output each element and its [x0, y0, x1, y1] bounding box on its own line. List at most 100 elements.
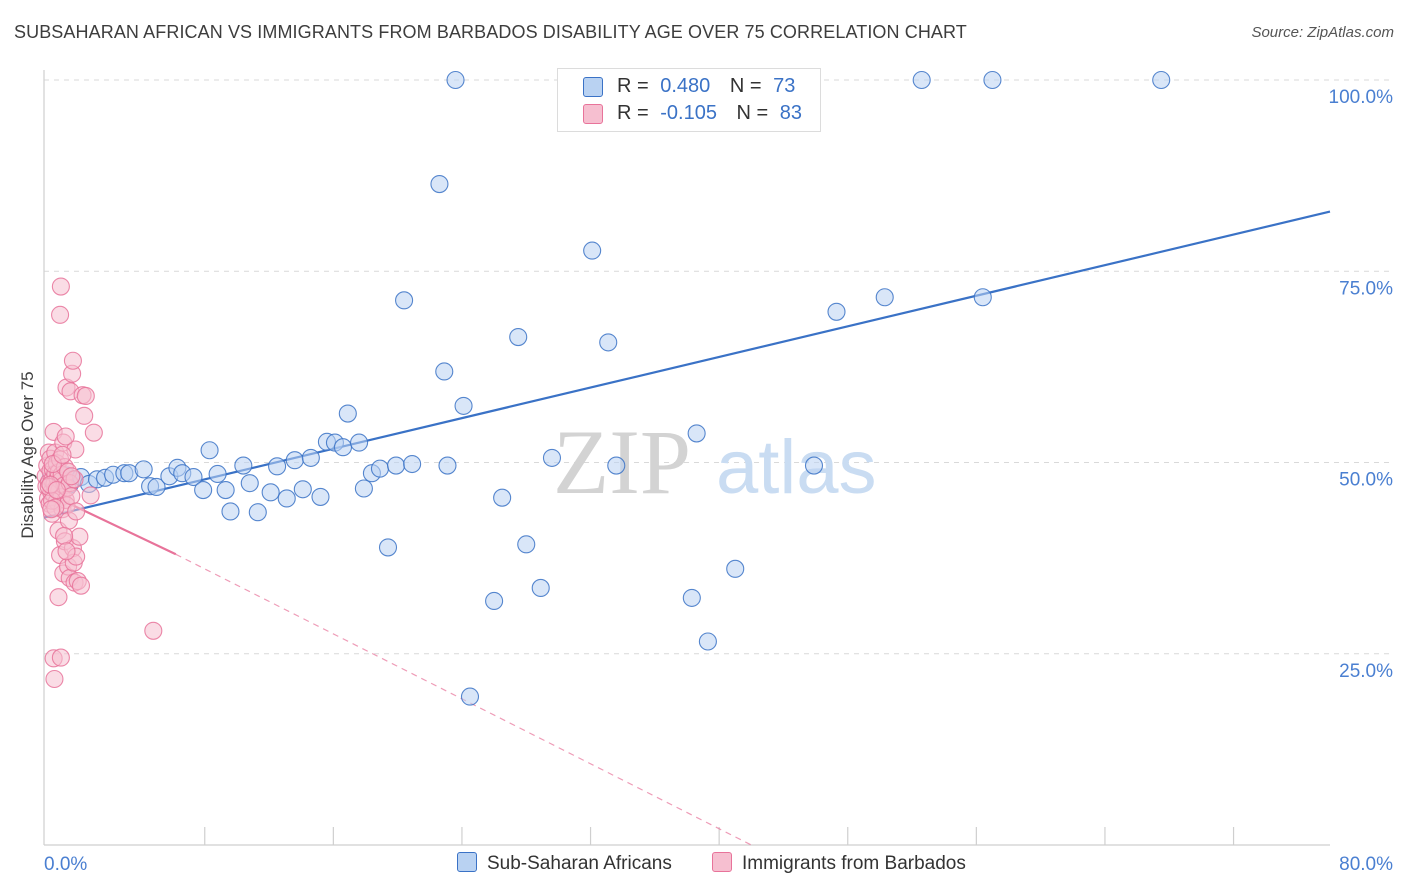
point-barbados [76, 386, 95, 405]
r-value: 0.480 [660, 75, 711, 97]
chart-source: Source: ZipAtlas.com [1251, 24, 1394, 41]
point-sub-saharan [583, 241, 602, 260]
point-sub-saharan [285, 451, 304, 470]
r-label: R = [617, 102, 649, 124]
y-tick-label: 50.0% [1339, 470, 1393, 491]
point-sub-saharan [386, 456, 406, 475]
point-barbados [51, 305, 70, 324]
legend-item-sub-saharan: Sub-Saharan Africans [457, 852, 672, 875]
n-label: N = [729, 75, 762, 97]
watermark-atlas: atlas [716, 425, 877, 510]
n-value: 73 [773, 75, 796, 97]
point-barbados [45, 669, 64, 689]
point-barbados [144, 621, 163, 640]
data-points [36, 70, 1171, 706]
point-barbados [56, 427, 75, 446]
point-sub-saharan [493, 488, 512, 507]
n-label: N = [736, 102, 769, 124]
point-sub-saharan [277, 489, 296, 508]
point-sub-saharan [973, 288, 992, 307]
point-sub-saharan [200, 441, 219, 460]
point-sub-saharan [454, 396, 473, 415]
point-sub-saharan [542, 448, 562, 467]
grid-lines [44, 79, 1393, 655]
point-barbados [53, 445, 72, 464]
point-sub-saharan [194, 480, 213, 500]
legend-swatch-blue [583, 77, 603, 97]
point-sub-saharan [804, 456, 824, 475]
point-sub-saharan [208, 464, 227, 484]
point-barbados [47, 480, 66, 500]
point-sub-saharan [370, 459, 390, 478]
point-barbados [57, 542, 76, 561]
legend-label-barbados: Immigrants from Barbados [742, 853, 966, 874]
x-axis-ticks [204, 827, 1235, 845]
point-sub-saharan [698, 632, 717, 651]
trend-lines [43, 210, 1331, 846]
legend-item-barbados: Immigrants from Barbados [712, 852, 966, 875]
point-sub-saharan [333, 438, 353, 457]
r-value: -0.105 [660, 102, 717, 124]
x-tick-label-min: 0.0% [44, 854, 87, 875]
point-sub-saharan [147, 477, 166, 497]
point-sub-saharan [1152, 70, 1171, 90]
point-sub-saharan [509, 327, 528, 347]
legend-swatch-pink [583, 104, 603, 124]
x-tick-label-max: 80.0% [1339, 854, 1393, 875]
point-sub-saharan [726, 559, 745, 578]
point-sub-saharan [446, 70, 465, 90]
point-sub-saharan [261, 483, 280, 502]
correlation-legend: R = 0.480 N = 73 R = -0.105 N = 83 [557, 68, 821, 132]
legend-swatch-blue [457, 852, 477, 872]
point-barbados [51, 277, 70, 296]
point-sub-saharan [248, 503, 267, 522]
point-sub-saharan [240, 474, 259, 493]
n-value: 83 [779, 102, 803, 124]
point-sub-saharan [216, 480, 235, 500]
point-sub-saharan [983, 70, 1002, 90]
point-sub-saharan [338, 404, 357, 423]
point-barbados [55, 526, 74, 545]
point-barbados [49, 588, 68, 607]
point-sub-saharan [485, 591, 504, 611]
point-barbados [75, 406, 94, 425]
trend-line [43, 210, 1331, 519]
point-barbados [84, 423, 103, 442]
point-sub-saharan [531, 578, 550, 598]
chart-title: SUBSAHARAN AFRICAN VS IMMIGRANTS FROM BA… [14, 22, 967, 42]
point-barbados [51, 648, 70, 667]
point-barbados [62, 467, 81, 486]
point-barbados [67, 502, 86, 521]
y-tick-labels: 25.0% 50.0% 75.0% 100.0% [1329, 87, 1394, 682]
point-sub-saharan [517, 535, 536, 554]
watermark: ZIP atlas [553, 411, 877, 513]
point-sub-saharan [234, 456, 253, 475]
point-sub-saharan [827, 302, 846, 321]
point-sub-saharan [460, 687, 480, 706]
point-sub-saharan [875, 288, 894, 307]
legend-swatch-pink [712, 852, 732, 872]
point-barbados [63, 351, 82, 370]
point-sub-saharan [184, 467, 203, 487]
point-sub-saharan [221, 502, 240, 521]
point-sub-saharan [912, 70, 931, 90]
y-axis-label: Disability Age Over 75 [18, 371, 37, 538]
point-sub-saharan [354, 479, 373, 498]
point-sub-saharan [438, 456, 457, 475]
point-sub-saharan [607, 456, 626, 475]
y-tick-label: 25.0% [1339, 661, 1393, 682]
point-sub-saharan [395, 291, 414, 310]
point-sub-saharan [311, 487, 330, 506]
y-tick-label: 100.0% [1329, 87, 1394, 108]
point-sub-saharan [350, 433, 369, 452]
point-barbados [70, 527, 89, 546]
y-tick-label: 75.0% [1339, 278, 1393, 299]
point-barbados [81, 486, 100, 505]
point-sub-saharan [435, 362, 454, 381]
point-sub-saharan [268, 457, 287, 476]
point-sub-saharan [599, 333, 618, 352]
point-barbados [42, 500, 61, 519]
legend-label-sub-saharan: Sub-Saharan Africans [487, 853, 672, 874]
point-barbados [71, 576, 91, 595]
